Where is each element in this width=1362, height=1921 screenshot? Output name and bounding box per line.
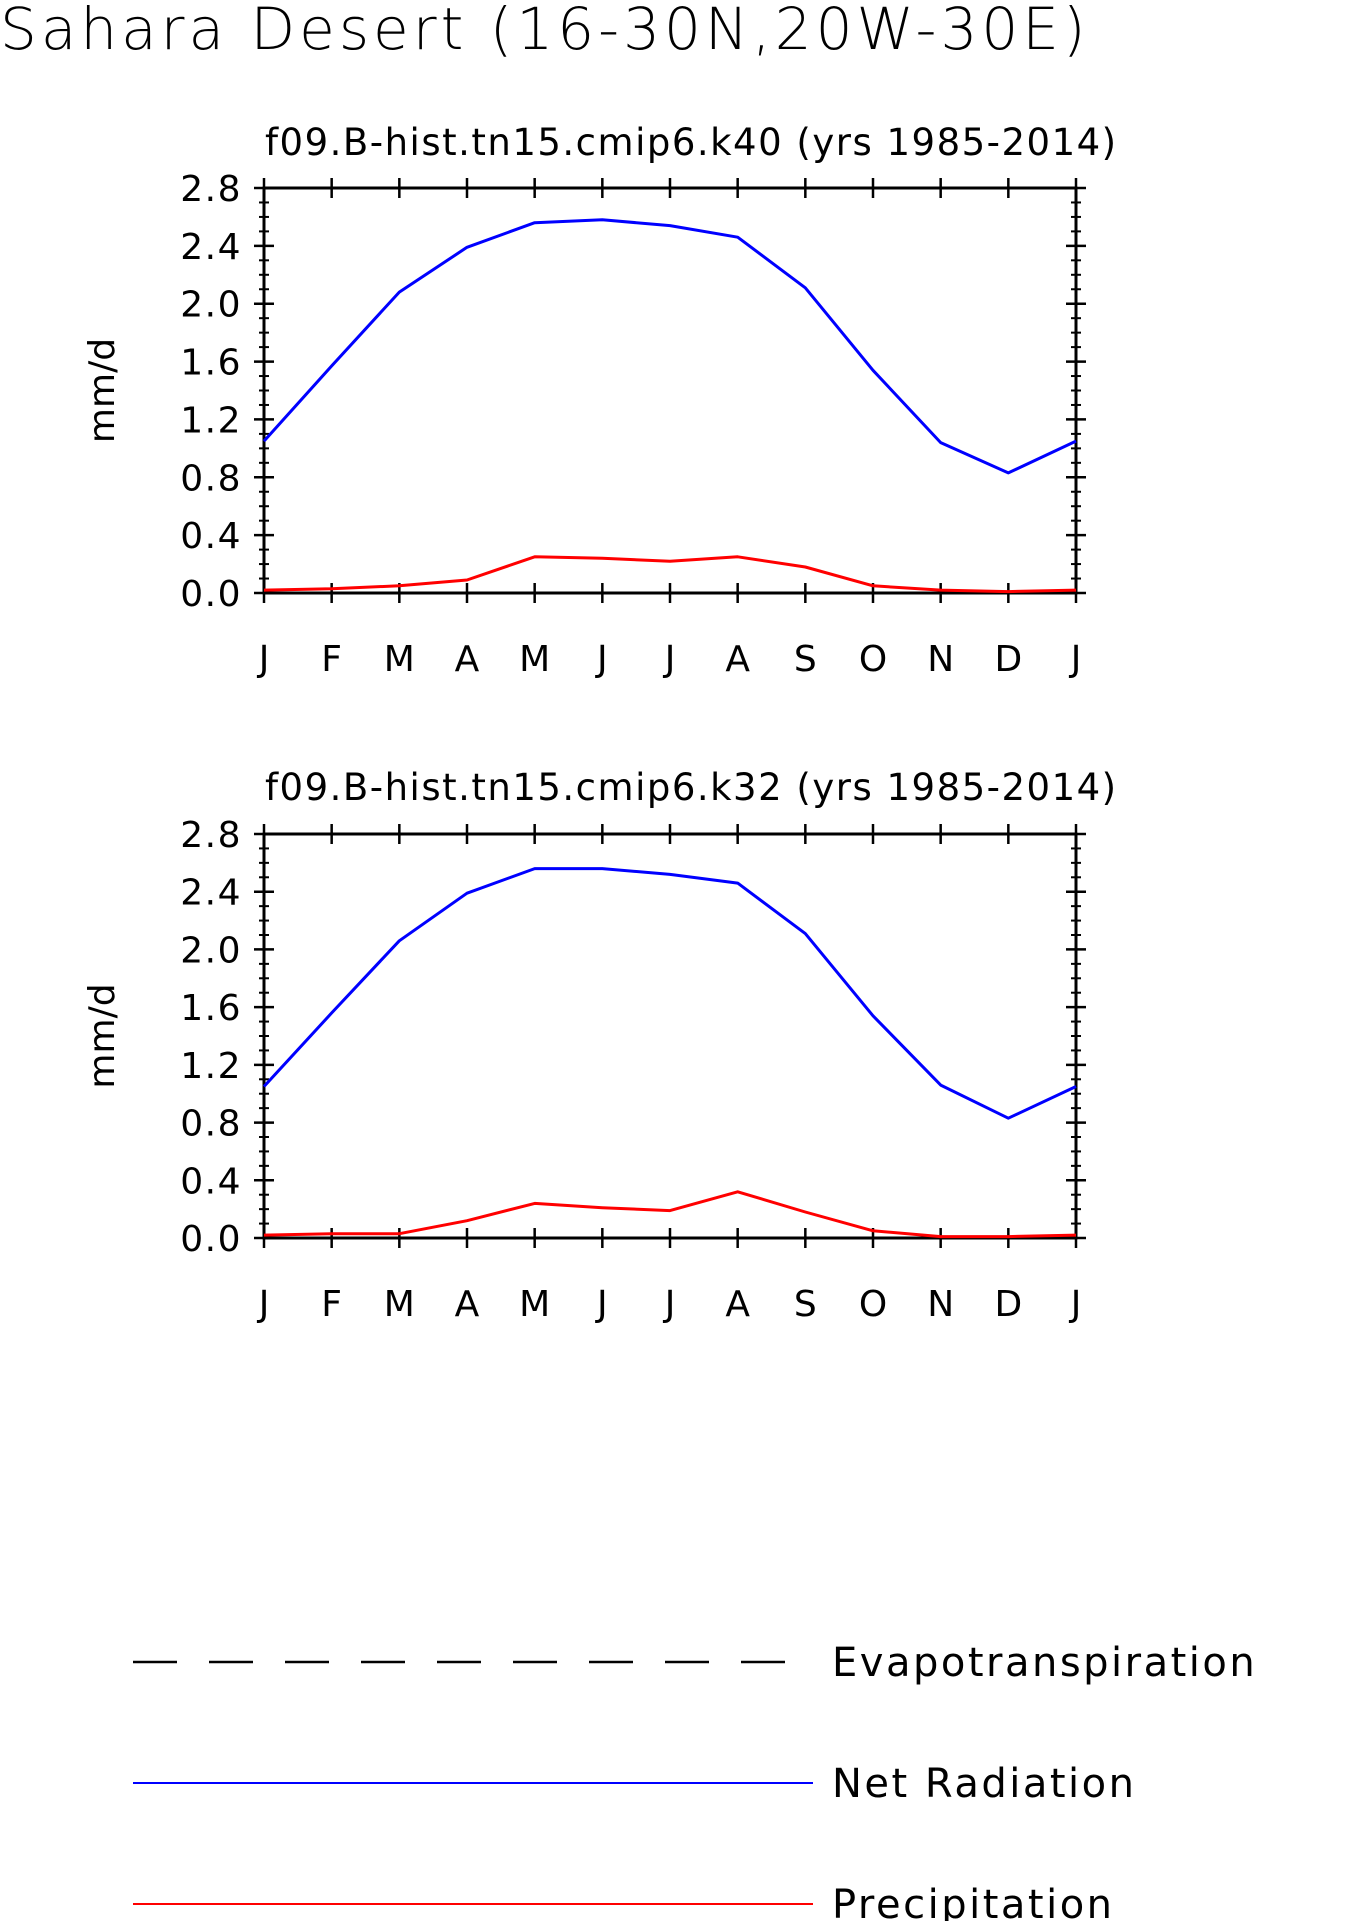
x-tick-label: A [725, 1284, 750, 1325]
x-tick-label: A [455, 1284, 480, 1325]
chart-title: f09.B-hist.tn15.cmip6.k32 (yrs 1985-2014… [265, 766, 1118, 809]
y-tick-label: 0.0 [180, 1219, 242, 1260]
y-tick-label: 2.4 [180, 873, 242, 914]
y-tick-label: 1.6 [180, 988, 242, 1029]
legend: Evapotranspiration Net Radiation Precipita… [133, 1640, 1257, 1921]
x-tick-label: M [384, 1284, 415, 1325]
y-axis-label: mm/d [82, 338, 123, 443]
y-tick-label: 1.2 [180, 1046, 242, 1087]
x-tick-label: A [725, 639, 750, 680]
x-tick-label: J [1069, 639, 1082, 680]
x-tick-label: J [595, 1284, 608, 1325]
x-tick-label: N [927, 639, 954, 680]
y-tick-label: 0.8 [180, 458, 242, 499]
series-line-net-radiation [262, 218, 1077, 475]
x-tick-label: M [384, 639, 415, 680]
x-tick-label: D [994, 639, 1022, 680]
legend-label: Net Radiation [832, 1761, 1137, 1807]
chart-panel-k32: f09.B-hist.tn15.cmip6.k32 (yrs 1985-2014… [82, 766, 1118, 1325]
y-axis-label: mm/d [82, 983, 123, 1088]
y-tick-label: 0.4 [180, 1161, 242, 1202]
y-tick-label: 2.4 [180, 227, 242, 268]
x-tick-label: S [794, 639, 817, 680]
legend-label: Precipitation [832, 1882, 1115, 1921]
x-tick-label: F [321, 1284, 342, 1325]
x-tick-label: A [455, 639, 480, 680]
x-tick-label: J [1069, 1284, 1082, 1325]
x-tick-label: J [663, 1284, 676, 1325]
y-tick-label: 0.8 [180, 1104, 242, 1145]
x-tick-label: J [663, 639, 676, 680]
plot-frame [262, 832, 1078, 1240]
y-tick-label: 1.6 [180, 343, 242, 384]
y-tick-label: 1.2 [180, 400, 242, 441]
y-tick-label: 0.4 [180, 516, 242, 557]
legend-label: Evapotranspiration [832, 1640, 1257, 1686]
y-tick-label: 2.8 [180, 815, 242, 856]
x-tick-label: O [859, 1284, 887, 1325]
series-line-net-radiation [262, 867, 1077, 1120]
x-tick-label: J [595, 639, 608, 680]
x-tick-label: M [519, 639, 550, 680]
y-tick-label: 2.8 [180, 169, 242, 210]
figure-title: Sahara Desert (16-30N,20W-30E) [0, 0, 1090, 63]
x-tick-label: F [321, 639, 342, 680]
x-tick-label: S [794, 1284, 817, 1325]
y-tick-label: 0.0 [180, 574, 242, 615]
x-tick-label: N [927, 1284, 954, 1325]
x-tick-label: J [257, 639, 270, 680]
chart-title: f09.B-hist.tn15.cmip6.k40 (yrs 1985-2014… [265, 121, 1118, 164]
y-tick-label: 2.0 [180, 930, 242, 971]
x-tick-label: M [519, 1284, 550, 1325]
y-tick-label: 2.0 [180, 285, 242, 326]
chart-panel-k40: f09.B-hist.tn15.cmip6.k40 (yrs 1985-2014… [82, 121, 1118, 680]
plot-frame [262, 186, 1078, 595]
x-tick-label: O [859, 639, 887, 680]
x-tick-label: J [257, 1284, 270, 1325]
x-tick-label: D [994, 1284, 1022, 1325]
